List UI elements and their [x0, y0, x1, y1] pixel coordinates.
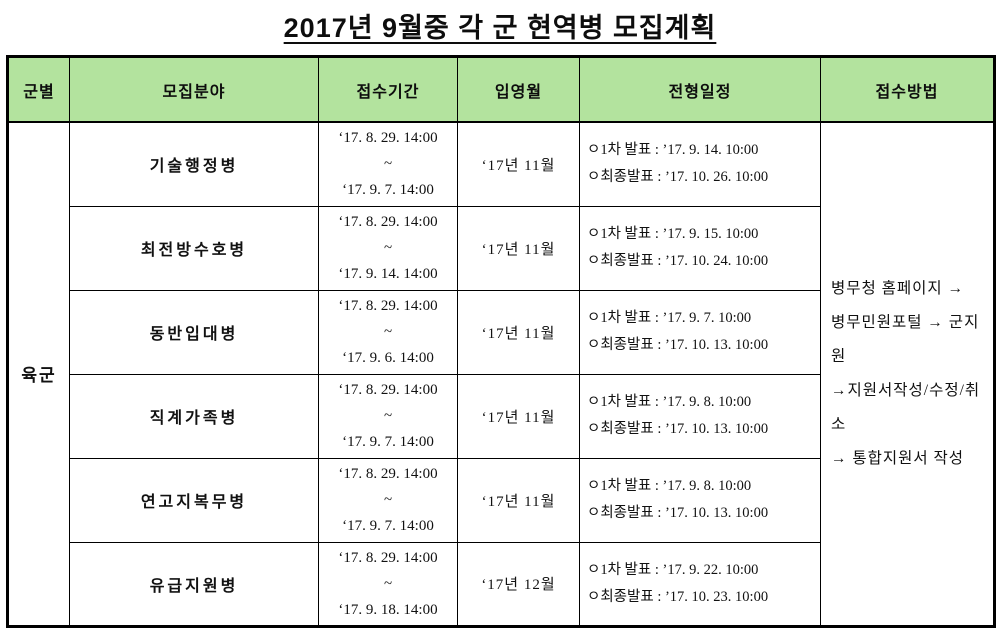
table-row: 동반입대병 ‘17. 8. 29. 14:00 ~ ‘17. 9. 6. 14:… — [8, 289, 995, 375]
schedule-cell: ㅇ1차 발표 : ’17. 9. 8. 10:00 ㅇ최종발표 : ’17. 1… — [579, 373, 821, 459]
schedule-final: ㅇ최종발표 : ’17. 10. 26. 10:00 — [587, 169, 769, 186]
schedule-cell: ㅇ1차 발표 : ’17. 9. 8. 10:00 ㅇ최종발표 : ’17. 1… — [579, 457, 821, 543]
header-month: 입영월 — [457, 56, 580, 123]
field-cell: 동반입대병 — [69, 289, 319, 375]
method-line: → 통합지원서 작성 — [831, 449, 965, 467]
period-tilde: ~ — [383, 240, 393, 256]
period-cell: ‘17. 8. 29. 14:00 ~ ‘17. 9. 7. 14:00 — [318, 373, 458, 459]
field-cell: 직계가족병 — [69, 373, 319, 459]
recruitment-table: 군별 모집분야 접수기간 입영월 전형일정 접수방법 육군 기술행정병 ‘17.… — [6, 55, 996, 628]
period-start: ‘17. 8. 29. 14:00 — [338, 130, 438, 147]
period-cell: ‘17. 8. 29. 14:00 ~ ‘17. 9. 7. 14:00 — [318, 121, 458, 207]
field-cell: 최전방수호병 — [69, 205, 319, 291]
schedule-first: ㅇ1차 발표 : ’17. 9. 8. 10:00 — [587, 478, 752, 494]
header-schedule: 전형일정 — [579, 56, 821, 123]
schedule-final: ㅇ최종발표 : ’17. 10. 13. 10:00 — [587, 505, 769, 521]
schedule-first: ㅇ1차 발표 : ’17. 9. 7. 10:00 — [587, 310, 752, 326]
month-cell: ‘17년 11월 — [457, 373, 580, 459]
schedule-final: ㅇ최종발표 : ’17. 10. 13. 10:00 — [587, 337, 769, 353]
header-method: 접수방법 — [820, 56, 995, 123]
period-end: ‘17. 9. 7. 14:00 — [342, 518, 434, 534]
period-start: ‘17. 8. 29. 14:00 — [338, 466, 438, 482]
period-start: ‘17. 8. 29. 14:00 — [338, 214, 438, 230]
table-row: 직계가족병 ‘17. 8. 29. 14:00 ~ ‘17. 9. 7. 14:… — [8, 373, 995, 459]
period-end: ‘17. 9. 18. 14:00 — [338, 601, 438, 618]
schedule-first: ㅇ1차 발표 : ’17. 9. 14. 10:00 — [587, 142, 759, 159]
schedule-final: ㅇ최종발표 : ’17. 10. 24. 10:00 — [587, 253, 769, 269]
table-row: 연고지복무병 ‘17. 8. 29. 14:00 ~ ‘17. 9. 7. 14… — [8, 457, 995, 543]
schedule-cell: ㅇ1차 발표 : ’17. 9. 22. 10:00 ㅇ최종발표 : ’17. … — [579, 541, 821, 627]
schedule-final: ㅇ최종발표 : ’17. 10. 23. 10:00 — [587, 588, 769, 605]
schedule-cell: ㅇ1차 발표 : ’17. 9. 15. 10:00 ㅇ최종발표 : ’17. … — [579, 205, 821, 291]
table-row: 최전방수호병 ‘17. 8. 29. 14:00 ~ ‘17. 9. 14. 1… — [8, 205, 995, 291]
schedule-first: ㅇ1차 발표 : ’17. 9. 8. 10:00 — [587, 394, 752, 410]
period-tilde: ~ — [383, 492, 393, 508]
branch-cell: 육군 — [7, 121, 70, 627]
period-tilde: ~ — [383, 156, 393, 173]
period-tilde: ~ — [383, 575, 393, 592]
method-line: →지원서작성/수정/취소 — [831, 381, 981, 433]
table-row: 유급지원병 ‘17. 8. 29. 14:00 ~ ‘17. 9. 18. 14… — [8, 541, 995, 627]
period-end: ‘17. 9. 14. 14:00 — [338, 266, 438, 282]
page-title: 2017년 9월중 각 군 현역병 모집계획 — [283, 13, 717, 43]
period-start: ‘17. 8. 29. 14:00 — [338, 382, 438, 398]
header-period: 접수기간 — [318, 56, 458, 123]
method-line: 병무민원포털 → 군지원 — [831, 313, 980, 365]
month-cell: ‘17년 11월 — [457, 121, 580, 207]
method-cell: 병무청 홈페이지 → 병무민원포털 → 군지원 →지원서작성/수정/취소 → 통… — [820, 121, 995, 627]
field-cell: 유급지원병 — [69, 541, 319, 627]
period-cell: ‘17. 8. 29. 14:00 ~ ‘17. 9. 7. 14:00 — [318, 457, 458, 543]
period-tilde: ~ — [383, 324, 393, 340]
field-cell: 기술행정병 — [69, 121, 319, 207]
field-cell: 연고지복무병 — [69, 457, 319, 543]
period-end: ‘17. 9. 6. 14:00 — [342, 350, 434, 366]
period-start: ‘17. 8. 29. 14:00 — [338, 549, 438, 566]
period-end: ‘17. 9. 7. 14:00 — [342, 182, 434, 199]
header-field: 모집분야 — [69, 56, 319, 123]
schedule-final: ㅇ최종발표 : ’17. 10. 13. 10:00 — [587, 421, 769, 437]
schedule-first: ㅇ1차 발표 : ’17. 9. 15. 10:00 — [587, 226, 759, 242]
month-cell: ‘17년 11월 — [457, 205, 580, 291]
period-start: ‘17. 8. 29. 14:00 — [338, 298, 438, 314]
month-cell: ‘17년 11월 — [457, 457, 580, 543]
month-cell: ‘17년 11월 — [457, 289, 580, 375]
period-cell: ‘17. 8. 29. 14:00 ~ ‘17. 9. 18. 14:00 — [318, 541, 458, 627]
schedule-cell: ㅇ1차 발표 : ’17. 9. 14. 10:00 ㅇ최종발표 : ’17. … — [579, 121, 821, 207]
method-line: 병무청 홈페이지 → — [831, 279, 965, 297]
period-cell: ‘17. 8. 29. 14:00 ~ ‘17. 9. 14. 14:00 — [318, 205, 458, 291]
header-row: 군별 모집분야 접수기간 입영월 전형일정 접수방법 — [7, 56, 995, 123]
header-branch: 군별 — [7, 56, 70, 123]
period-tilde: ~ — [383, 408, 393, 424]
schedule-cell: ㅇ1차 발표 : ’17. 9. 7. 10:00 ㅇ최종발표 : ’17. 1… — [579, 289, 821, 375]
schedule-first: ㅇ1차 발표 : ’17. 9. 22. 10:00 — [587, 561, 759, 578]
month-cell: ‘17년 12월 — [457, 541, 580, 627]
table-row: 육군 기술행정병 ‘17. 8. 29. 14:00 ~ ‘17. 9. 7. … — [7, 121, 995, 627]
period-end: ‘17. 9. 7. 14:00 — [342, 434, 434, 450]
period-cell: ‘17. 8. 29. 14:00 ~ ‘17. 9. 6. 14:00 — [318, 289, 458, 375]
